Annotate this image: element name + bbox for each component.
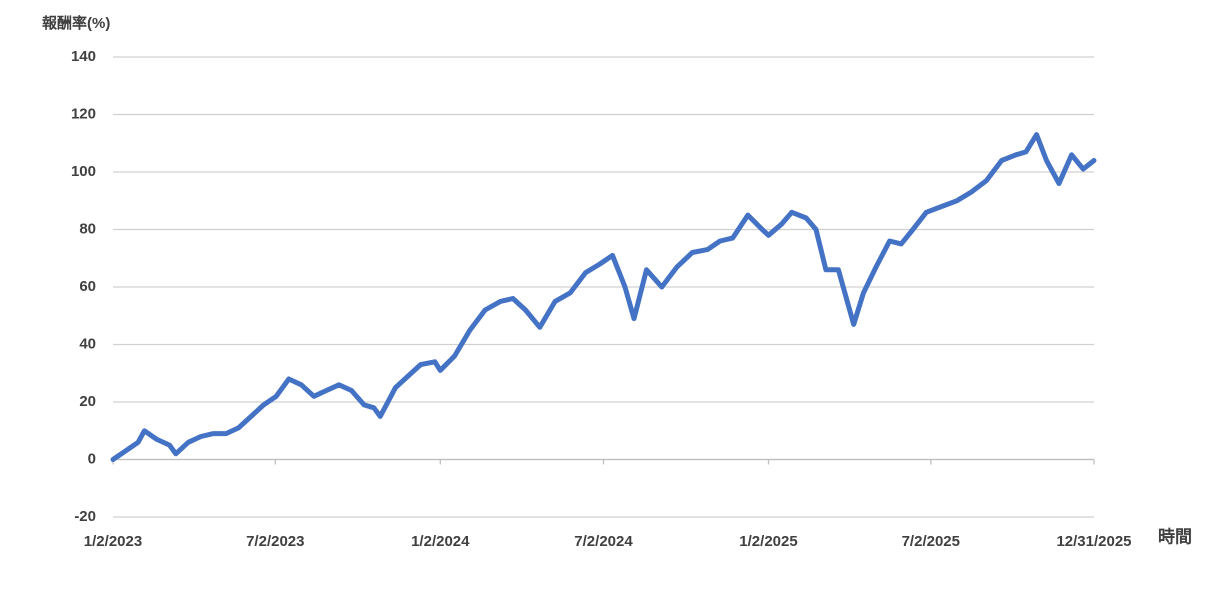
y-tick-label: 140 — [71, 48, 96, 65]
x-tick-label: 12/31/2025 — [1056, 533, 1131, 550]
x-tick-label: 1/2/2024 — [411, 533, 470, 550]
y-tick-label: 120 — [71, 105, 96, 122]
y-tick-label: 80 — [79, 220, 96, 237]
x-axis-title: 時間 — [1158, 526, 1192, 546]
data-line — [110, 132, 1097, 462]
y-tick-label: 60 — [79, 278, 96, 295]
y-tick-label: 20 — [79, 393, 96, 410]
x-tick-label: 7/2/2023 — [246, 533, 304, 550]
y-tick-label: 0 — [88, 450, 96, 467]
x-tick-label: 7/2/2025 — [902, 533, 960, 550]
y-tick-label: 40 — [79, 335, 96, 352]
y-axis-title: 報酬率(%) — [42, 14, 110, 32]
y-tick-label: -20 — [74, 508, 96, 525]
x-tick-label: 1/2/2025 — [739, 533, 797, 550]
x-tick-label: 1/2/2023 — [84, 533, 142, 550]
y-tick-label: 100 — [71, 163, 96, 180]
x-tick-label: 7/2/2024 — [574, 533, 633, 550]
